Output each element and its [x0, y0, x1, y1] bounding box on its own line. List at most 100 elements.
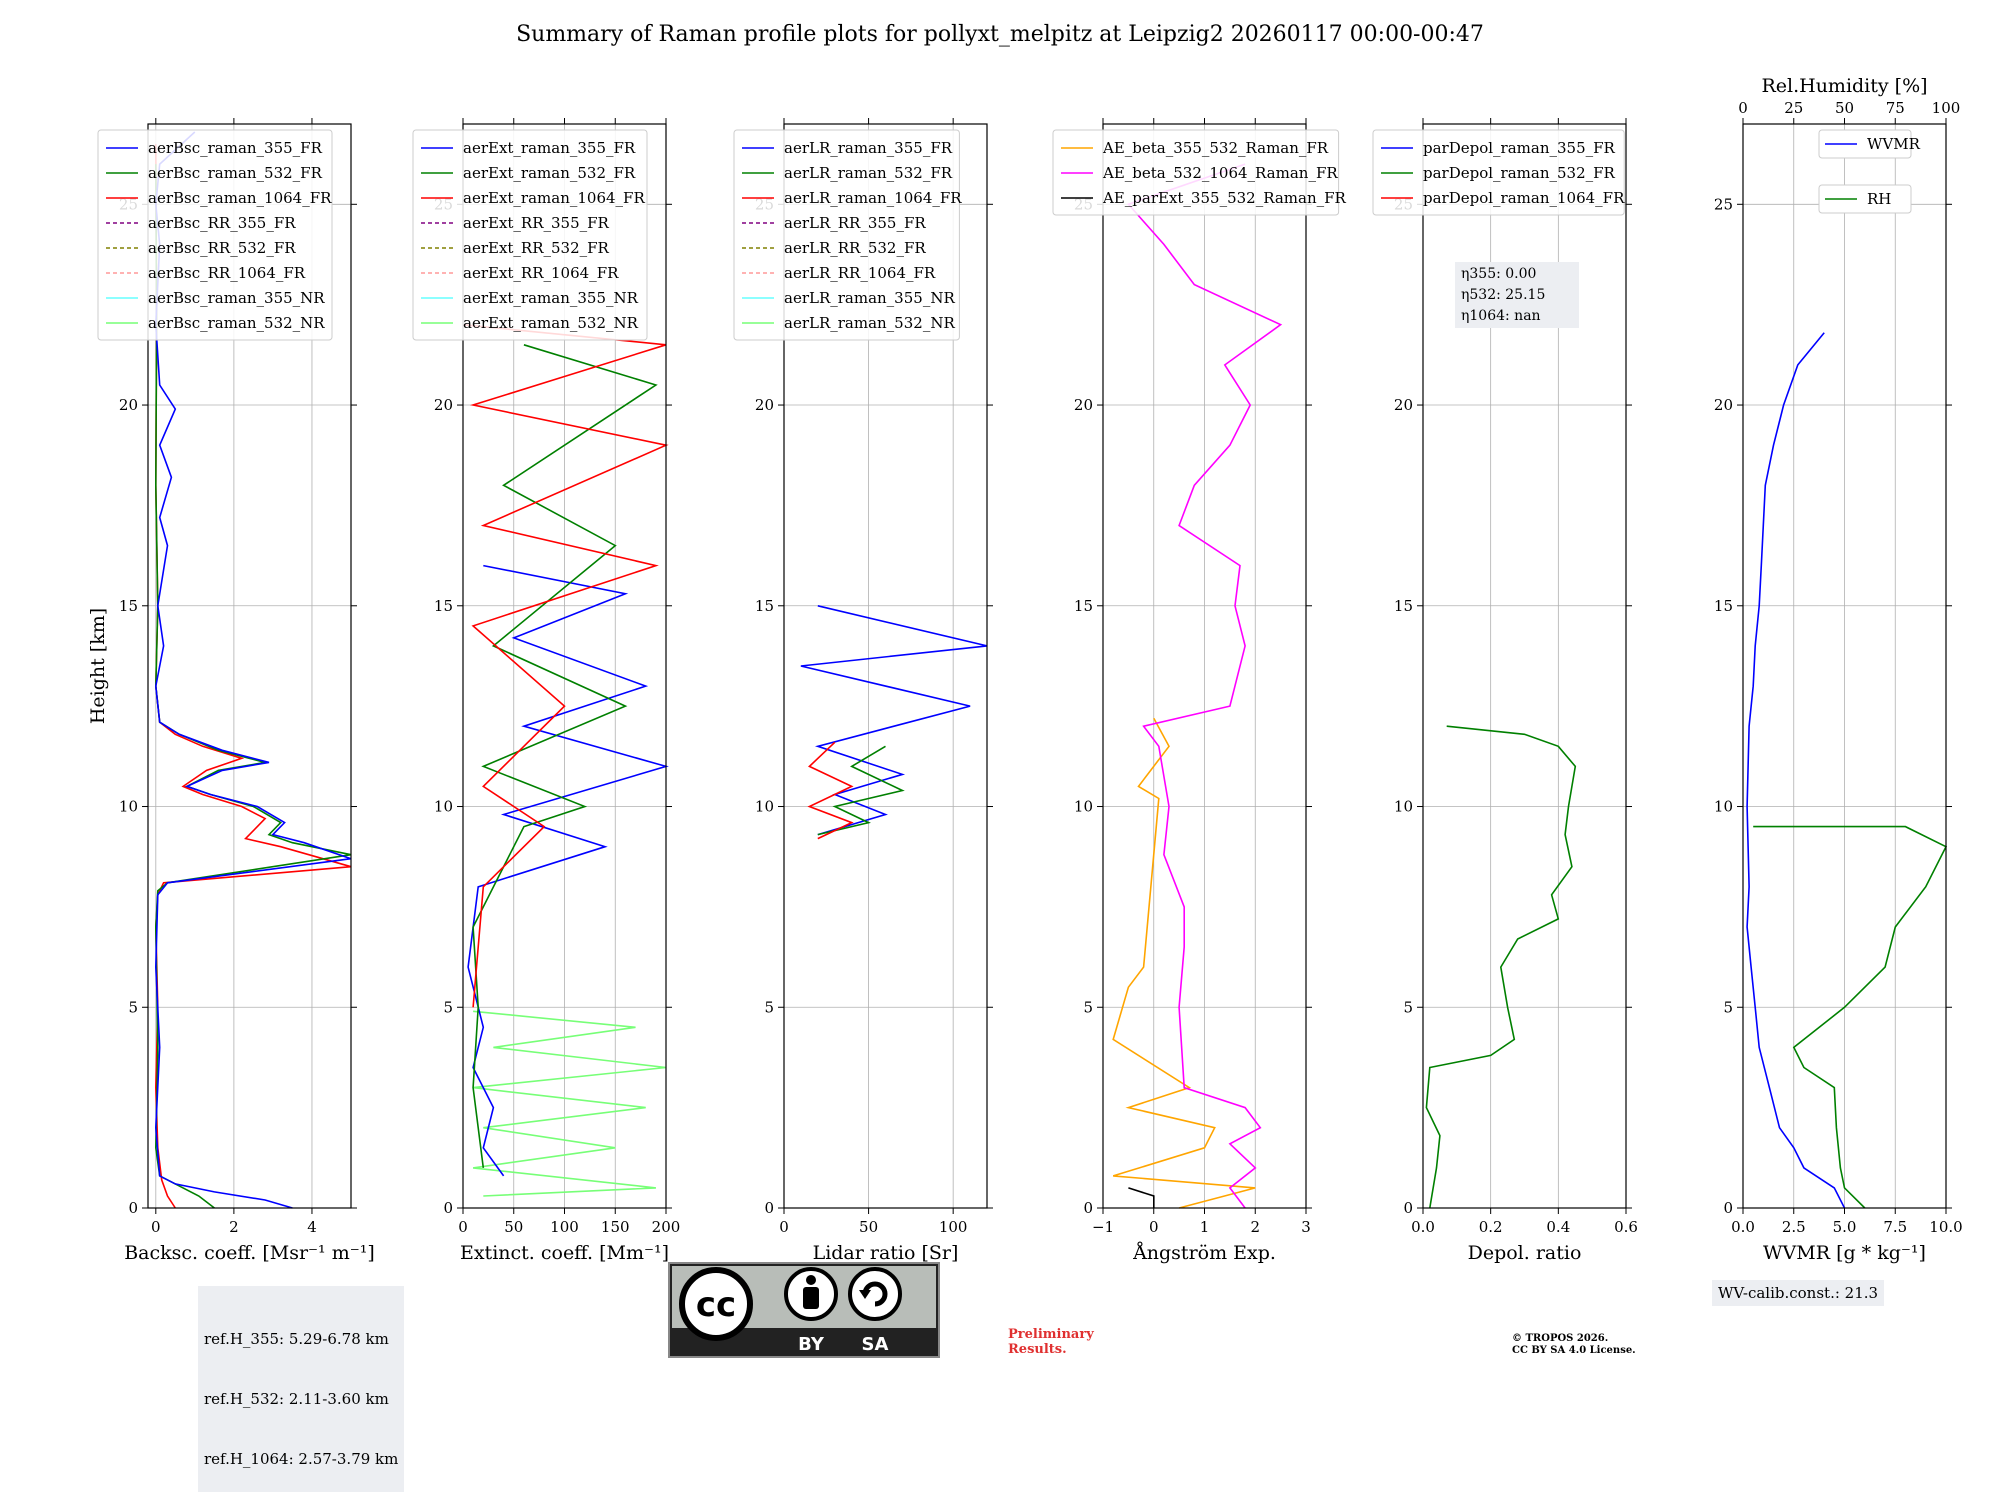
series-ae-beta-532-1064-raman-fr	[1127, 163, 1283, 1209]
y-tick-label: 0	[443, 1199, 453, 1217]
y-tick-label: 20	[1714, 396, 1733, 414]
legend-label: aerLR_RR_1064_FR	[784, 264, 936, 282]
ref-h-532: ref.H_532: 2.11-3.60 km	[204, 1390, 389, 1408]
copyright-line-1: © TROPOS 2026.	[1512, 1333, 1609, 1344]
y-tick-label: 15	[1074, 597, 1093, 615]
y-tick-label: 20	[1394, 396, 1413, 414]
series-aerlr-raman-532-fr	[817, 745, 905, 836]
x-tick-label: 0	[1149, 1218, 1159, 1236]
legend-label: aerExt_raman_355_NR	[463, 289, 639, 307]
cc-icon-text: cc	[696, 1285, 736, 1325]
y-tick-label: 0	[1403, 1199, 1413, 1217]
legend-label: AE_beta_532_1064_Raman_FR	[1102, 164, 1338, 182]
plot-frame	[783, 123, 988, 1209]
legend-label: aerLR_RR_532_FR	[784, 239, 926, 257]
legend-box	[1818, 129, 1912, 159]
legend-label: AE_parExt_355_532_Raman_FR	[1102, 189, 1347, 207]
x-tick-label: 0.0	[1731, 1218, 1755, 1236]
y-tick-label: 5	[1403, 998, 1413, 1016]
legend-label: aerLR_raman_532_NR	[784, 314, 955, 332]
legend-label: aerExt_raman_355_FR	[463, 139, 636, 157]
x-axis-label: WVMR [g * kg⁻¹]	[1763, 1242, 1926, 1264]
series-aerext-raman-1064-fr	[462, 323, 669, 1008]
y-tick-label: 15	[755, 597, 774, 615]
legend-label: RH	[1867, 190, 1891, 208]
legend-box	[1818, 184, 1912, 214]
legend-label: aerBsc_RR_355_FR	[148, 214, 296, 232]
legend-box	[1372, 129, 1625, 216]
series-ae-beta-355-532-raman-fr	[1112, 717, 1256, 1209]
reference-height-box: ref.H_355: 5.29-6.78 km ref.H_532: 2.11-…	[198, 1286, 405, 1492]
panel-lr: 0501000510152025Lidar ratio [Sr]aerLR_ra…	[733, 118, 993, 1264]
x-axis-label: Backsc. coeff. [Msr⁻¹ m⁻¹]	[124, 1242, 375, 1264]
ref-h-1064: ref.H_1064: 2.57-3.79 km	[204, 1450, 399, 1468]
cc-badge-graphic: cc BY SA	[672, 1266, 936, 1355]
series-aerext-raman-532-fr	[472, 344, 658, 1169]
depol-annotation-line: η1064: nan	[1461, 308, 1541, 324]
legend-label: aerLR_raman_532_FR	[784, 164, 953, 182]
depol-annotation-box	[1455, 262, 1579, 328]
top-tick-label: 25	[1784, 99, 1803, 117]
x-tick-label: 0	[779, 1218, 789, 1236]
legend-label: aerBsc_raman_1064_FR	[148, 189, 332, 207]
y-tick-label: 10	[1714, 798, 1733, 816]
legend-label: aerExt_raman_532_NR	[463, 314, 639, 332]
y-tick-label: 0	[764, 1199, 774, 1217]
x-axis-label: Ångström Exp.	[1132, 1242, 1276, 1264]
y-tick-label: 25	[1714, 195, 1733, 213]
y-tick-label: 10	[1074, 798, 1093, 816]
top-axis-label: Rel.Humidity [%]	[1761, 75, 1927, 97]
series-aerext-raman-532-nr	[472, 1010, 667, 1197]
x-tick-label: 0	[151, 1218, 161, 1236]
series-pardepol-raman-532-fr	[1425, 725, 1577, 1209]
x-tick-label: 100	[550, 1218, 579, 1236]
y-tick-label: 15	[434, 597, 453, 615]
legend-label: parDepol_raman_355_FR	[1423, 139, 1616, 157]
legend-label: aerExt_raman_532_FR	[463, 164, 636, 182]
y-tick-label: 20	[755, 396, 774, 414]
sa-label: SA	[862, 1334, 889, 1355]
x-tick-label: 2.5	[1782, 1218, 1806, 1236]
y-tick-label: 0	[128, 1199, 138, 1217]
y-tick-label: 5	[1083, 998, 1093, 1016]
y-tick-label: 5	[443, 998, 453, 1016]
legend-label: aerBsc_raman_355_NR	[148, 289, 325, 307]
cc-icon	[679, 1267, 753, 1341]
legend-box	[412, 129, 648, 341]
y-tick-label: 0	[1083, 1199, 1093, 1217]
x-tick-label: 2	[229, 1218, 239, 1236]
legend-label: aerExt_RR_1064_FR	[463, 264, 619, 282]
y-tick-label: 15	[1394, 597, 1413, 615]
legend-label: aerBsc_raman_532_NR	[148, 314, 325, 332]
top-tick-label: 100	[1932, 99, 1961, 117]
y-tick-label: 15	[1714, 597, 1733, 615]
panel-bsc: 0240510152025Backsc. coeff. [Msr⁻¹ m⁻¹]H…	[87, 118, 375, 1264]
y-tick-label: 0	[1723, 1199, 1733, 1217]
x-tick-label: 7.5	[1883, 1218, 1907, 1236]
y-tick-label: 20	[1074, 396, 1093, 414]
y-tick-label: 10	[755, 798, 774, 816]
legend-label: aerBsc_RR_532_FR	[148, 239, 296, 257]
legend-label: AE_beta_355_532_Raman_FR	[1102, 139, 1329, 157]
x-tick-label: 3	[1301, 1218, 1311, 1236]
top-tick-label: 50	[1835, 99, 1854, 117]
series-ae-parext-355-532-raman-fr	[1128, 1187, 1155, 1208]
legend-label: parDepol_raman_532_FR	[1423, 164, 1616, 182]
cc-license-badge: cc BY SA	[668, 1262, 940, 1358]
y-tick-label: 10	[434, 798, 453, 816]
x-tick-label: 200	[652, 1218, 681, 1236]
by-icon-head	[806, 1275, 816, 1285]
preliminary-note: Preliminary Results.	[1008, 1327, 1094, 1357]
copyright-line-2: CC BY SA 4.0 License.	[1512, 1345, 1636, 1356]
legend-label: parDepol_raman_1064_FR	[1423, 189, 1625, 207]
x-axis-label: Depol. ratio	[1468, 1242, 1582, 1264]
panel-depol: 0.00.20.40.60510152025Depol. ratioparDep…	[1372, 118, 1638, 1264]
ref-h-355: ref.H_355: 5.29-6.78 km	[204, 1330, 389, 1348]
panel-ae: −101230510152025Ångström Exp.AE_beta_355…	[1052, 118, 1347, 1264]
series-aerlr-raman-355-fr	[800, 605, 988, 836]
x-tick-label: 0.4	[1546, 1218, 1570, 1236]
legend-label: aerBsc_raman_355_FR	[148, 139, 323, 157]
y-tick-label: 20	[434, 396, 453, 414]
legend-label: WVMR	[1867, 135, 1921, 153]
figure-title: Summary of Raman profile plots for polly…	[516, 22, 1484, 47]
